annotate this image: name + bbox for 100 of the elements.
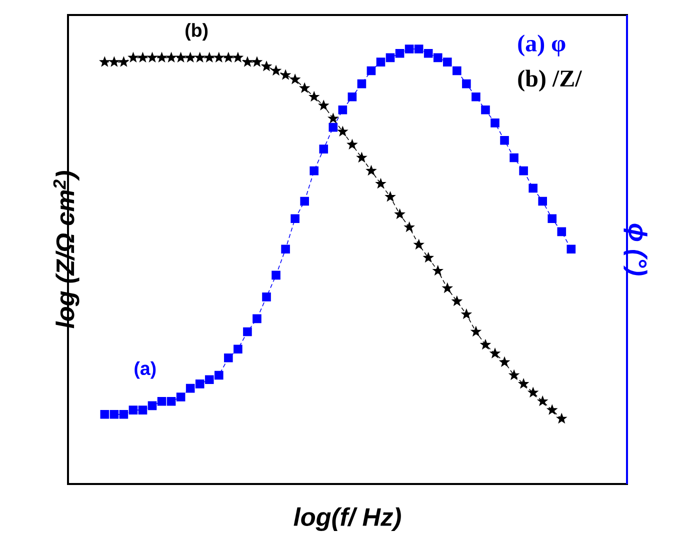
point bbox=[128, 52, 138, 62]
point bbox=[234, 344, 242, 354]
point bbox=[423, 252, 434, 262]
point bbox=[470, 326, 481, 336]
point bbox=[472, 92, 480, 102]
point bbox=[509, 370, 520, 380]
point bbox=[309, 91, 320, 101]
point bbox=[519, 166, 528, 175]
point bbox=[119, 410, 128, 419]
point bbox=[452, 66, 462, 75]
point bbox=[223, 52, 234, 62]
point bbox=[556, 413, 567, 423]
point bbox=[195, 379, 204, 388]
point bbox=[319, 144, 328, 154]
text: (a) φ bbox=[518, 34, 566, 56]
point bbox=[395, 48, 404, 58]
point bbox=[328, 113, 338, 123]
point bbox=[138, 405, 148, 414]
point bbox=[548, 214, 557, 223]
point bbox=[528, 387, 538, 397]
point bbox=[414, 239, 424, 249]
point bbox=[252, 56, 262, 66]
point bbox=[433, 53, 442, 62]
point bbox=[461, 308, 472, 318]
point bbox=[109, 56, 120, 66]
point bbox=[528, 184, 538, 192]
point bbox=[442, 282, 452, 292]
point bbox=[204, 52, 214, 62]
point bbox=[414, 44, 424, 54]
point bbox=[366, 165, 376, 175]
point bbox=[538, 196, 547, 206]
point bbox=[404, 44, 414, 54]
point bbox=[243, 327, 252, 336]
point bbox=[566, 244, 576, 254]
point bbox=[271, 65, 281, 75]
point bbox=[272, 270, 280, 280]
point bbox=[348, 92, 357, 102]
point bbox=[118, 56, 129, 66]
point bbox=[376, 178, 386, 188]
point bbox=[518, 378, 529, 388]
point bbox=[462, 79, 471, 88]
point bbox=[480, 339, 490, 349]
point bbox=[280, 70, 291, 80]
x-axis-title: log(f/ Hz) bbox=[294, 507, 401, 531]
point bbox=[290, 74, 300, 84]
point bbox=[404, 222, 414, 232]
point bbox=[366, 66, 376, 75]
point bbox=[452, 296, 462, 306]
text: (b) /Z/ bbox=[518, 70, 582, 92]
point bbox=[214, 52, 224, 62]
point bbox=[356, 152, 367, 162]
point bbox=[357, 79, 366, 88]
point bbox=[394, 208, 405, 218]
point bbox=[100, 410, 110, 419]
point bbox=[232, 52, 243, 62]
point bbox=[176, 392, 186, 402]
point bbox=[194, 52, 205, 62]
point bbox=[100, 56, 110, 66]
point bbox=[224, 353, 233, 362]
point bbox=[262, 292, 271, 302]
point bbox=[510, 153, 518, 162]
point bbox=[156, 52, 167, 62]
point bbox=[166, 52, 176, 62]
point bbox=[481, 105, 490, 114]
point bbox=[214, 370, 224, 380]
point bbox=[300, 196, 309, 206]
point bbox=[281, 244, 290, 254]
point bbox=[310, 166, 319, 175]
point bbox=[376, 57, 386, 66]
point bbox=[338, 105, 348, 114]
point bbox=[300, 82, 310, 92]
point bbox=[252, 314, 262, 323]
point bbox=[166, 396, 176, 406]
point bbox=[424, 48, 433, 58]
point bbox=[262, 60, 272, 70]
point bbox=[338, 126, 348, 136]
point bbox=[138, 52, 148, 62]
point bbox=[432, 265, 443, 275]
point bbox=[547, 404, 558, 414]
point bbox=[347, 139, 358, 149]
point bbox=[385, 191, 396, 201]
point bbox=[128, 405, 138, 414]
point bbox=[490, 118, 500, 128]
point bbox=[186, 384, 195, 392]
point bbox=[148, 401, 157, 410]
point bbox=[490, 348, 500, 358]
point bbox=[242, 56, 252, 66]
point bbox=[500, 136, 509, 145]
point bbox=[557, 227, 566, 236]
point bbox=[443, 57, 452, 66]
point bbox=[185, 52, 196, 62]
point bbox=[147, 52, 158, 62]
point bbox=[538, 396, 548, 406]
point bbox=[110, 410, 119, 419]
point bbox=[157, 396, 166, 406]
point bbox=[204, 374, 214, 384]
point bbox=[500, 356, 510, 366]
point bbox=[290, 214, 300, 223]
point bbox=[318, 100, 329, 110]
point bbox=[328, 122, 338, 132]
